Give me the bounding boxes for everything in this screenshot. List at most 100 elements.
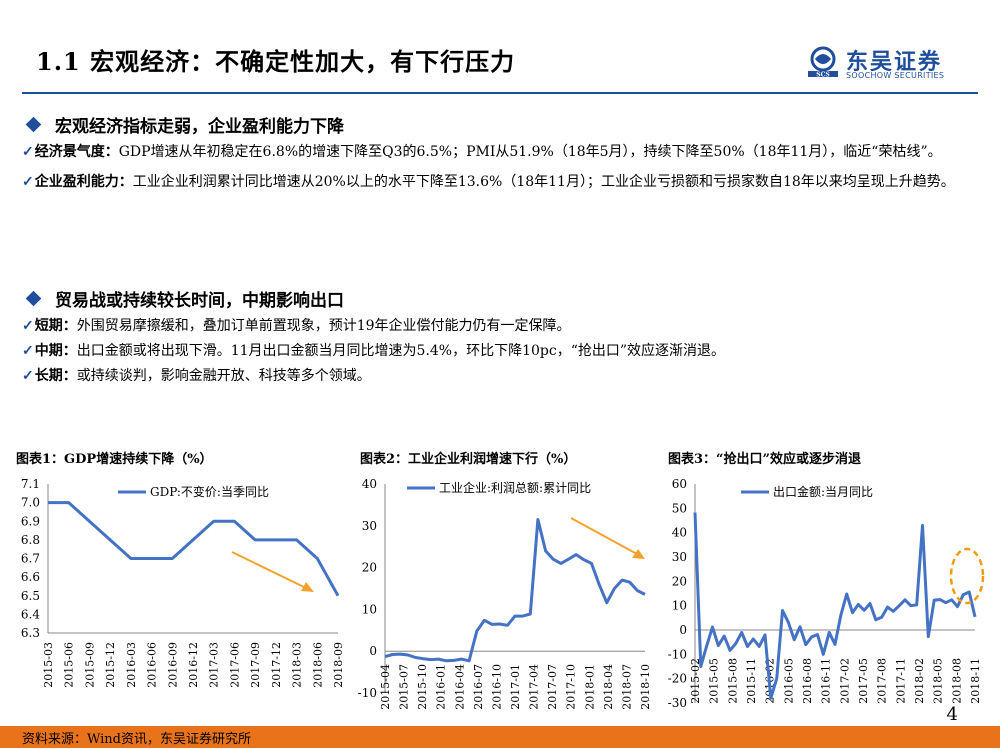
logo-text-cn: 东吴证券 [846,50,943,75]
section-trade: 贸易战或持续较长时间，中期影响出口 ✓短期：外围贸易摩擦缓和，叠加订单前置现象，… [22,286,982,387]
x-tick-label: 2018-06 [311,642,324,688]
y-tick-label: -20 [668,672,687,686]
x-tick-label: 2017-03 [208,642,221,688]
y-tick-label: -10 [358,686,377,700]
y-tick-label: 6.9 [21,514,40,528]
chart-title-2: 图表2：工业企业利润增速下行（%） [360,452,577,467]
y-tick-label: 10 [362,602,377,616]
x-tick-label: 2016-10 [490,664,503,710]
x-tick-label: 2017-04 [528,664,541,710]
x-tick-label: 2018-09 [332,642,345,688]
footer: 4 资料来源：Wind资讯，东吴证券研究所 [0,704,1000,750]
y-tick-label: 0 [369,644,377,658]
y-tick-label: -10 [668,647,687,661]
bullet-item: ✓企业盈利能力：工业企业利润累计同比增速从20%以上的水平下降至13.6%（18… [22,174,955,190]
y-tick-label: -30 [668,696,687,710]
x-tick-label: 2015-06 [63,642,76,688]
x-tick-label: 2018-05 [932,658,945,704]
x-tick-label: 2018-01 [583,664,596,710]
y-tick-label: 6.7 [21,552,40,566]
y-tick-label: 6.3 [21,626,40,640]
x-tick-label: 2015-04 [379,664,392,710]
legend-label: GDP:不变价:当季同比 [150,484,269,499]
chart-title-3: 图表3：“抢出口”效应或逐步消退 [668,452,862,467]
chart-title-1: 图表1：GDP增速持续下降（%） [16,452,213,467]
x-tick-label: 2018-02 [913,658,926,704]
x-tick-label: 2016-08 [801,658,814,704]
section-heading: 宏观经济指标走弱，企业盈利能力下降 [22,112,982,137]
bullet-item: ✓短期：外围贸易摩擦缓和，叠加订单前置现象，预计19年企业偿付能力仍有一定保障。 [22,318,571,334]
x-tick-label: 2018-03 [291,642,304,688]
y-tick-label: 6.5 [21,589,40,603]
chart-gdp: 6.3 6.4 6.5 6.6 6.7 6.8 6.9 7.0 7.1 2015-03 2015-0… [21,477,345,688]
y-tick-label: 40 [672,526,687,540]
section-heading: 贸易战或持续较长时间，中期影响出口 [22,286,982,311]
header: 1.1 宏观经济：不确定性加大，有下行压力 SCS 东吴证券 SOOCHOW S… [0,0,1000,90]
x-tick-label: 2015-02 [689,658,702,704]
x-tick-label: 2017-09 [249,642,262,688]
logo-mark-icon: SCS [808,46,838,79]
x-tick-label: 2015-12 [104,642,117,688]
checkmark-icon: ✓ [22,343,34,359]
x-tick-label: 2017-06 [228,642,241,688]
x-tick-label: 2015-11 [745,658,758,704]
y-tick-label: 60 [672,477,687,491]
x-tick-label: 2015-08 [726,658,739,704]
y-tick-label: 20 [362,561,377,575]
y-tick-label: 7.0 [21,496,40,510]
checkmark-icon: ✓ [22,318,34,334]
y-tick-label: 6.8 [21,533,40,547]
x-tick-label: 2017-05 [857,658,870,704]
x-tick-label: 2016-06 [146,642,159,688]
y-tick-label: 6.6 [21,570,40,584]
x-tick-label: 2018-08 [950,658,963,704]
highlight-circle-icon [949,547,985,605]
x-tick-label: 2016-07 [472,664,485,710]
checkmark-icon: ✓ [22,174,34,190]
y-tick-label: 30 [362,519,377,533]
legend-label: 出口金额:当月同比 [773,484,873,499]
y-tick-label: 20 [672,574,687,588]
x-tick-label: 2016-04 [453,664,466,710]
x-tick-label: 2017-11 [894,658,907,704]
x-tick-label: 2015-10 [416,664,429,710]
svg-text:SCS: SCS [816,72,829,79]
y-tick-label: 10 [672,599,687,613]
y-tick-label: 7.1 [21,477,40,491]
x-tick-label: 2017-10 [565,664,578,710]
section-macro: 宏观经济指标走弱，企业盈利能力下降 ✓经济景气度：GDP增速从年初稳定在6.8%… [22,112,982,193]
bullet-item: ✓长期：或持续谈判，影响金融开放、科技等多个领域。 [22,368,371,384]
y-tick-label: 50 [672,501,687,515]
x-tick-label: 2016-09 [166,642,179,688]
series-line [48,501,340,597]
y-tick-label: 40 [362,477,377,491]
bullet-item: ✓中期：出口金额或将出现下滑。11月出口金额当月同比增速为5.4%，环比下降10… [22,343,726,359]
bullet-item: ✓经济景气度：GDP增速从年初稳定在6.8%的增速下降至Q3的6.5%；PMI从… [22,144,942,160]
x-tick-label: 2016-11 [820,658,833,704]
x-tick-label: 2016-12 [187,642,200,688]
diamond-bullet-icon [25,290,42,307]
y-tick-label: 0 [679,623,687,637]
x-tick-label: 2018-04 [602,664,615,710]
page-title: 1.1 宏观经济：不确定性加大，有下行压力 [36,47,516,76]
x-tick-label: 2015-03 [42,642,55,688]
trend-arrowhead-icon [301,582,314,592]
x-tick-label: 2016-03 [125,642,138,688]
x-tick-label: 2017-02 [838,658,851,704]
x-tick-label: 2016-01 [435,664,448,710]
charts-row: 图表1：GDP增速持续下降（%） 图表2：工业企业利润增速下行（%） 图表3：“… [0,440,1000,720]
x-tick-label: 2015-05 [708,658,721,704]
trend-arrow-icon [231,551,307,589]
series-line [384,518,646,663]
x-tick-label: 2017-08 [876,658,889,704]
company-logo: SCS 东吴证券 SOOCHOW SECURITIES [806,44,956,84]
page-number: 4 [946,704,958,725]
checkmark-icon: ✓ [22,368,34,384]
x-tick-label: 2018-07 [620,664,633,710]
x-tick-label: 2018-10 [639,664,652,710]
x-tick-label: 2017-01 [509,664,522,710]
chart-export: -30 -20 -10 0 10 20 30 40 50 60 2015-02 2015-05 2015… [668,477,985,710]
checkmark-icon: ✓ [22,144,34,160]
y-tick-label: 6.4 [21,607,40,621]
diamond-bullet-icon [25,116,42,133]
